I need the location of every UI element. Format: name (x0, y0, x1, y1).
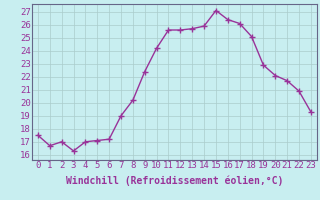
X-axis label: Windchill (Refroidissement éolien,°C): Windchill (Refroidissement éolien,°C) (66, 176, 283, 186)
